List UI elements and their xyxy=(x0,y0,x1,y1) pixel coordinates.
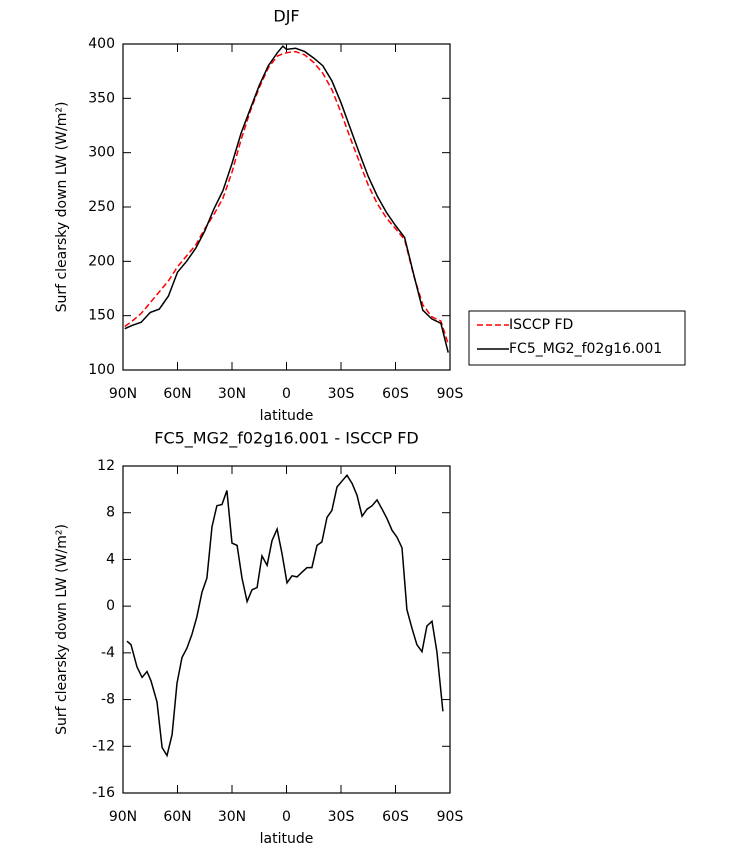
x-tick-label: 30S xyxy=(328,809,355,825)
y-axis-label: Surf clearsky down LW (W/m²) xyxy=(54,102,70,313)
y-tick-label: 12 xyxy=(97,458,115,474)
x-tick-label: 60S xyxy=(382,809,409,825)
y-tick-label: -16 xyxy=(92,785,115,801)
y-tick-label: 400 xyxy=(88,36,115,52)
y-tick-label: -12 xyxy=(92,738,115,754)
y-tick-label: 200 xyxy=(88,253,115,269)
y-tick-label: 350 xyxy=(88,90,115,106)
x-tick-label: 60N xyxy=(163,386,191,402)
y-tick-label: -4 xyxy=(101,645,115,661)
plot-frame xyxy=(122,43,451,371)
series-line xyxy=(126,474,444,758)
x-tick-label: 0 xyxy=(282,386,291,402)
y-tick-label: 150 xyxy=(88,308,115,324)
y-tick-label: 250 xyxy=(88,199,115,215)
legend-box xyxy=(468,310,686,366)
x-tick-label: 30N xyxy=(218,386,246,402)
y-axis-label: Surf clearsky down LW (W/m²) xyxy=(54,524,70,735)
x-tick-label: 30S xyxy=(328,386,355,402)
series-line xyxy=(124,45,449,353)
chart-title: DJF xyxy=(273,7,299,26)
x-tick-label: 30N xyxy=(218,809,246,825)
x-tick-label: 0 xyxy=(282,809,291,825)
x-tick-label: 60S xyxy=(382,386,409,402)
x-tick-label: 90N xyxy=(109,386,137,402)
x-tick-label: 90S xyxy=(437,809,464,825)
y-tick-label: -8 xyxy=(101,692,115,708)
y-tick-label: 4 xyxy=(106,551,115,567)
y-tick-label: 100 xyxy=(88,362,115,378)
x-axis-label: latitude xyxy=(260,831,314,847)
x-axis-label: latitude xyxy=(260,408,314,424)
y-tick-label: 8 xyxy=(106,505,115,521)
y-tick-label: 300 xyxy=(88,145,115,161)
x-tick-label: 90N xyxy=(109,809,137,825)
legend-label: ISCCP FD xyxy=(509,317,573,333)
x-tick-label: 90S xyxy=(437,386,464,402)
chart-title: FC5_MG2_f02g16.001 - ISCCP FD xyxy=(154,429,419,449)
x-tick-label: 60N xyxy=(163,809,191,825)
legend-label: FC5_MG2_f02g16.001 xyxy=(509,341,662,357)
plot-frame xyxy=(122,465,451,794)
series-line xyxy=(124,50,449,345)
y-tick-label: 0 xyxy=(106,598,115,614)
